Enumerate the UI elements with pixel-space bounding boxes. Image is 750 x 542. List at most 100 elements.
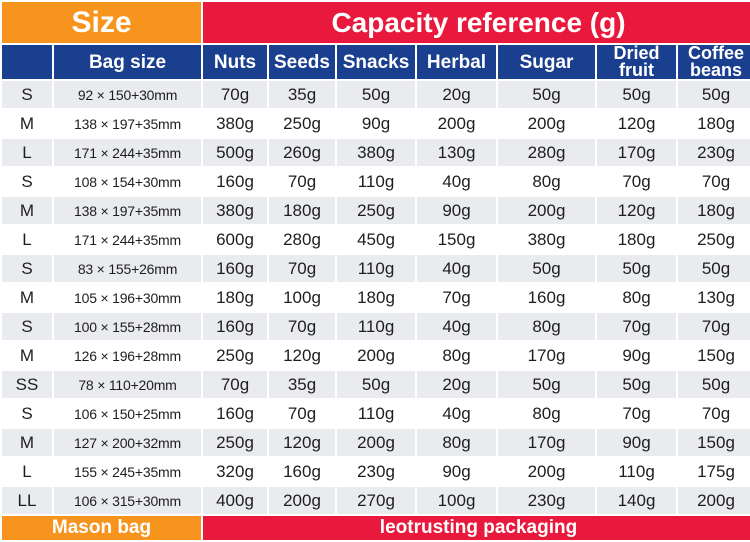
cell-seeds: 280g [269, 226, 335, 253]
cell-dried-fruit: 70g [597, 168, 676, 195]
cell-dried-fruit: 170g [597, 139, 676, 166]
cell-size: S [2, 255, 52, 282]
size-banner: Size [2, 2, 201, 43]
cell-sugar: 80g [498, 168, 595, 195]
cell-nuts: 250g [203, 429, 267, 456]
cell-sugar: 200g [498, 458, 595, 485]
cell-size: L [2, 139, 52, 166]
cell-bag-size: 108 × 154+30mm [54, 168, 201, 195]
table-row: L 171 × 244+35mm 500g 260g 380g 130g 280g 170g 2… [2, 139, 750, 166]
cell-sugar: 280g [498, 139, 595, 166]
cell-size: S [2, 81, 52, 108]
cell-size: M [2, 429, 52, 456]
header-snacks: Snacks [337, 45, 415, 79]
cell-nuts: 160g [203, 168, 267, 195]
cell-snacks: 450g [337, 226, 415, 253]
table-row: M 126 × 196+28mm 250g 120g 200g 80g 170g 90g 150… [2, 342, 750, 369]
cell-bag-size: 106 × 315+30mm [54, 487, 201, 514]
cell-dried-fruit: 140g [597, 487, 676, 514]
cell-bag-size: 106 × 150+25mm [54, 400, 201, 427]
cell-herbal: 130g [417, 139, 496, 166]
cell-coffee-beans: 130g [678, 284, 750, 311]
cell-seeds: 160g [269, 458, 335, 485]
cell-herbal: 40g [417, 313, 496, 340]
cell-snacks: 110g [337, 313, 415, 340]
cell-sugar: 80g [498, 400, 595, 427]
cell-snacks: 110g [337, 255, 415, 282]
header-row: Bag size Nuts Seeds Snacks Herbal Sugar … [2, 45, 750, 79]
cell-snacks: 230g [337, 458, 415, 485]
cell-coffee-beans: 200g [678, 487, 750, 514]
cell-coffee-beans: 150g [678, 342, 750, 369]
cell-bag-size: 126 × 196+28mm [54, 342, 201, 369]
cell-snacks: 200g [337, 342, 415, 369]
cell-dried-fruit: 70g [597, 313, 676, 340]
cell-sugar: 50g [498, 371, 595, 398]
cell-size: SS [2, 371, 52, 398]
header-herbal: Herbal [417, 45, 496, 79]
table-row: M 138 × 197+35mm 380g 250g 90g 200g 200g 120g 18… [2, 110, 750, 137]
cell-nuts: 320g [203, 458, 267, 485]
cell-seeds: 70g [269, 400, 335, 427]
cell-seeds: 120g [269, 429, 335, 456]
cell-bag-size: 171 × 244+35mm [54, 139, 201, 166]
table-row: SS 78 × 110+20mm 70g 35g 50g 20g 50g 50g 50g [2, 371, 750, 398]
cell-snacks: 50g [337, 371, 415, 398]
cell-bag-size: 92 × 150+30mm [54, 81, 201, 108]
cell-dried-fruit: 50g [597, 371, 676, 398]
cell-dried-fruit: 90g [597, 429, 676, 456]
cell-herbal: 90g [417, 197, 496, 224]
cell-seeds: 260g [269, 139, 335, 166]
cell-coffee-beans: 50g [678, 81, 750, 108]
cell-coffee-beans: 70g [678, 400, 750, 427]
cell-size: M [2, 342, 52, 369]
cell-sugar: 170g [498, 342, 595, 369]
table-row: S 92 × 150+30mm 70g 35g 50g 20g 50g 50g 50g [2, 81, 750, 108]
table-row: L 155 × 245+35mm 320g 160g 230g 90g 200g 110g 17… [2, 458, 750, 485]
cell-snacks: 110g [337, 168, 415, 195]
cell-bag-size: 138 × 197+35mm [54, 197, 201, 224]
cell-sugar: 230g [498, 487, 595, 514]
cell-seeds: 180g [269, 197, 335, 224]
footer-mason-bag: Mason bag [2, 516, 201, 540]
table-row: LL 106 × 315+30mm 400g 200g 270g 100g 230g 140g… [2, 487, 750, 514]
cell-nuts: 500g [203, 139, 267, 166]
cell-size: M [2, 110, 52, 137]
table-row: M 127 × 200+32mm 250g 120g 200g 80g 170g 90g 150… [2, 429, 750, 456]
footer-row: Mason bag leotrusting packaging [2, 516, 750, 540]
cell-size: LL [2, 487, 52, 514]
cell-nuts: 250g [203, 342, 267, 369]
cell-coffee-beans: 180g [678, 197, 750, 224]
cell-size: M [2, 197, 52, 224]
header-coffee-beans: Coffee beans [678, 45, 750, 79]
cell-size: M [2, 284, 52, 311]
cell-dried-fruit: 120g [597, 110, 676, 137]
cell-bag-size: 78 × 110+20mm [54, 371, 201, 398]
banner-row: Size Capacity reference (g) [2, 2, 750, 43]
table-row: S 83 × 155+26mm 160g 70g 110g 40g 50g 50g 50g [2, 255, 750, 282]
cell-herbal: 200g [417, 110, 496, 137]
cell-herbal: 20g [417, 81, 496, 108]
cell-herbal: 40g [417, 168, 496, 195]
cell-nuts: 400g [203, 487, 267, 514]
cell-coffee-beans: 70g [678, 168, 750, 195]
cell-bag-size: 105 × 196+30mm [54, 284, 201, 311]
cell-bag-size: 138 × 197+35mm [54, 110, 201, 137]
cell-snacks: 270g [337, 487, 415, 514]
cell-size: L [2, 226, 52, 253]
cell-bag-size: 83 × 155+26mm [54, 255, 201, 282]
cell-bag-size: 155 × 245+35mm [54, 458, 201, 485]
cell-herbal: 80g [417, 342, 496, 369]
cell-snacks: 90g [337, 110, 415, 137]
cell-coffee-beans: 250g [678, 226, 750, 253]
cell-size: S [2, 313, 52, 340]
cell-size: S [2, 168, 52, 195]
header-seeds: Seeds [269, 45, 335, 79]
footer-brand: leotrusting packaging [203, 516, 750, 540]
header-size [2, 45, 52, 79]
cell-sugar: 160g [498, 284, 595, 311]
cell-dried-fruit: 50g [597, 81, 676, 108]
cell-sugar: 170g [498, 429, 595, 456]
cell-dried-fruit: 90g [597, 342, 676, 369]
cell-seeds: 250g [269, 110, 335, 137]
